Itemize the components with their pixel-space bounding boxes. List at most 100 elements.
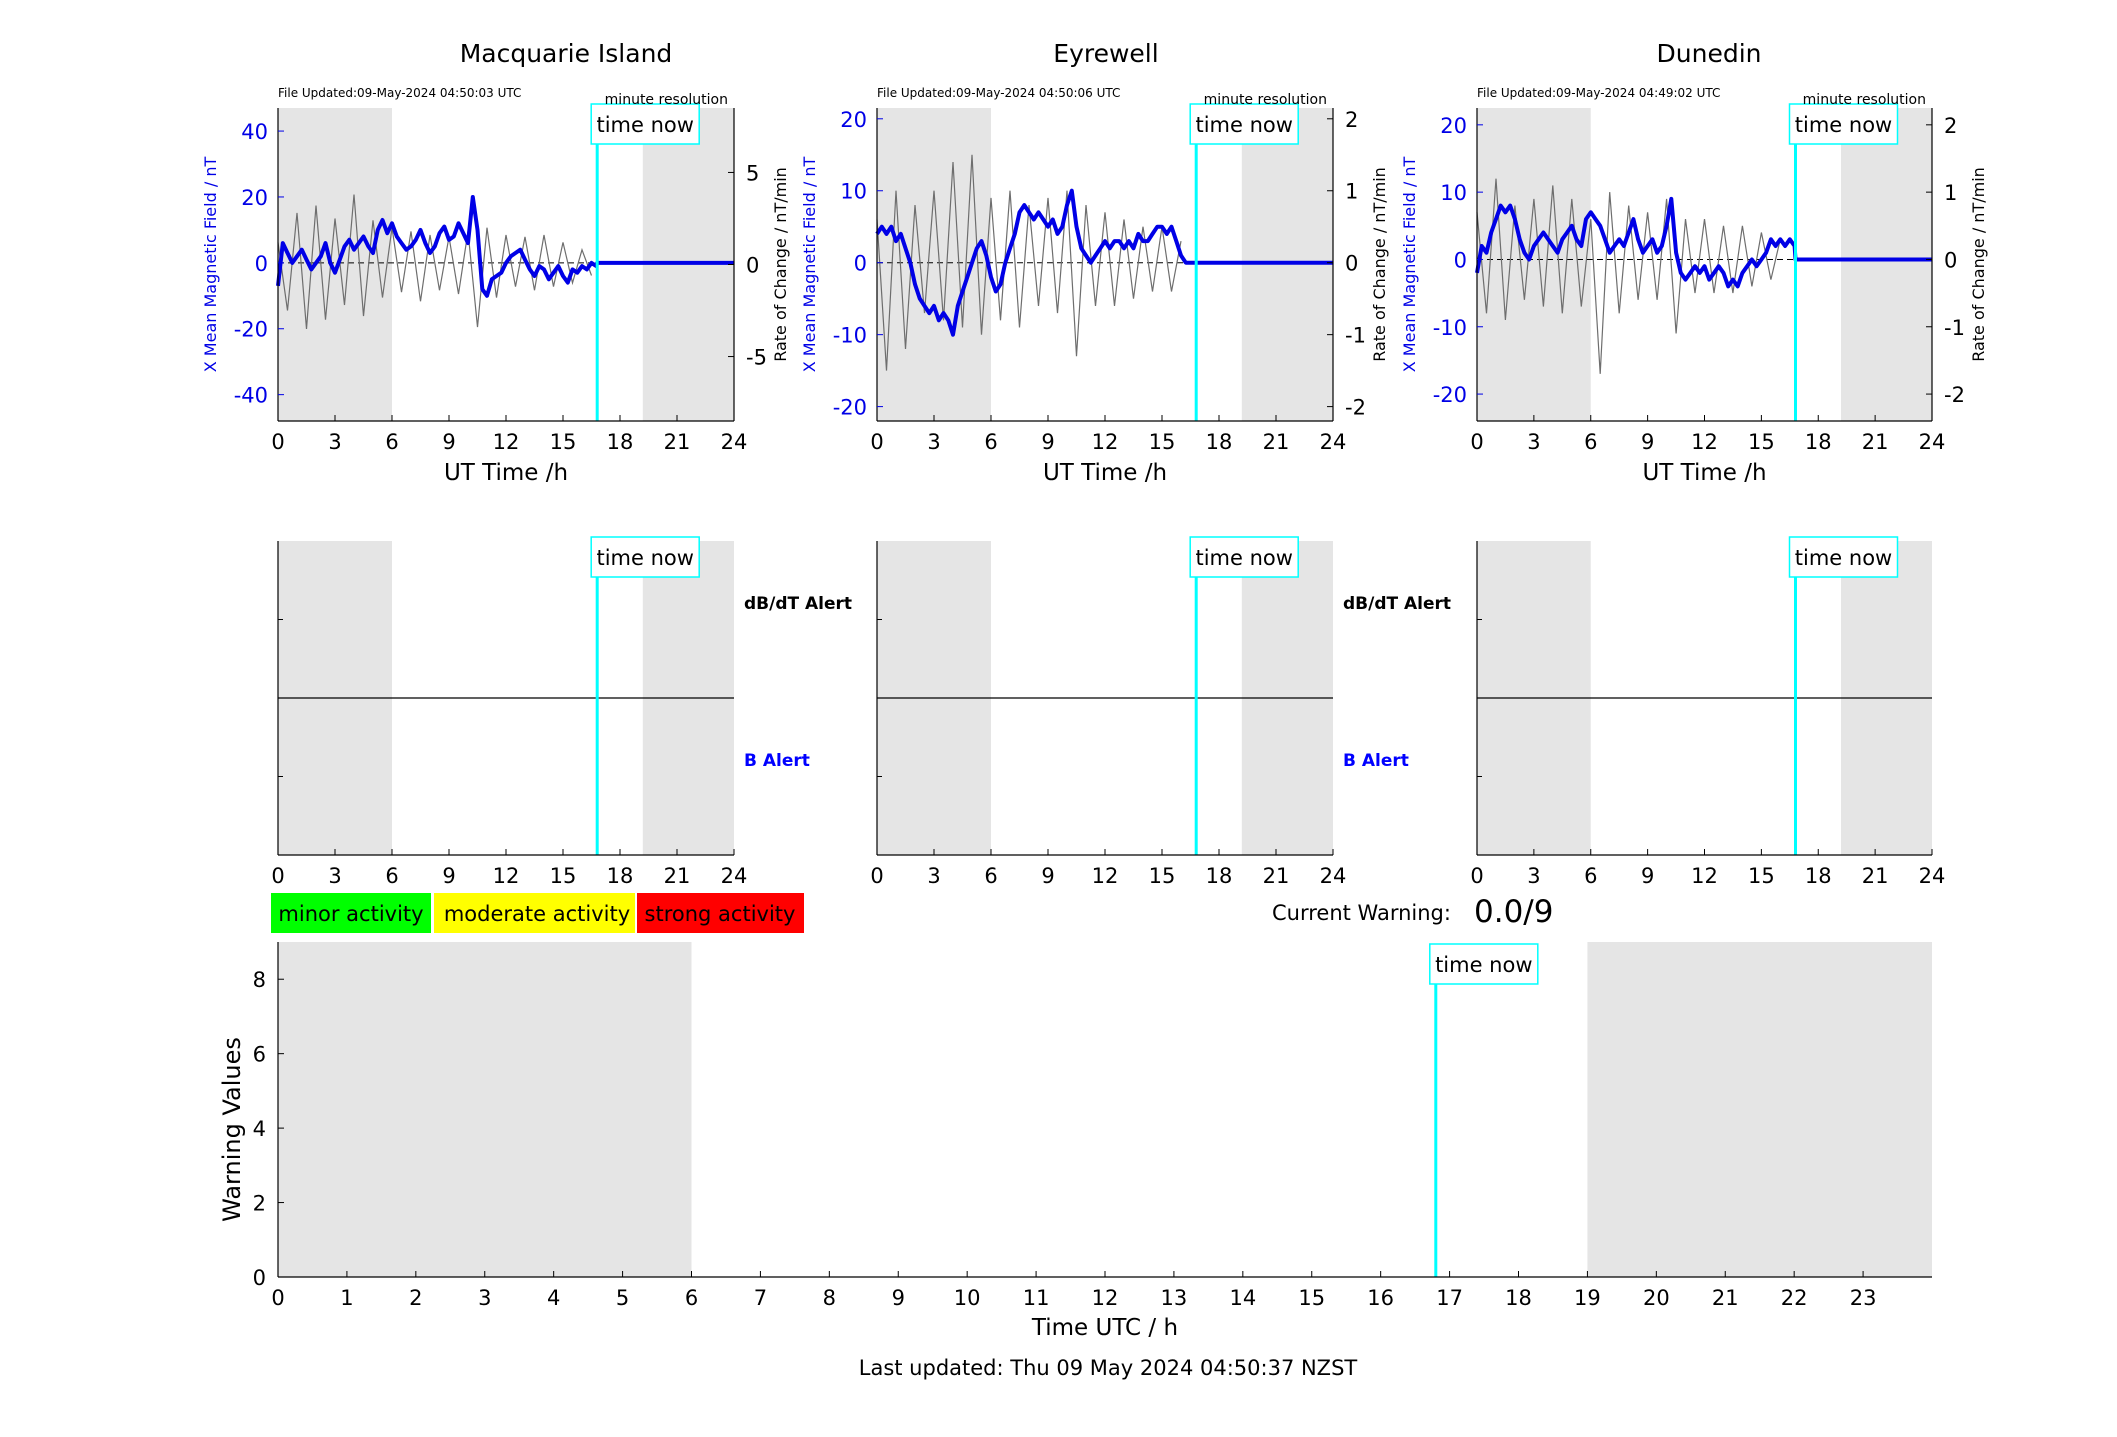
legend-minor-swatch xyxy=(271,893,431,933)
y2-tick-label: 5 xyxy=(746,161,759,185)
resolution-text: minute resolution xyxy=(605,92,728,108)
magnetic-field-series xyxy=(1475,196,1932,289)
b-alert-label: B Alert xyxy=(1343,751,1409,771)
y-tick-label: -10 xyxy=(833,324,867,348)
time-now-box xyxy=(1788,103,1899,145)
x-tick-label: 6 xyxy=(984,430,997,454)
x-tick-label: 20 xyxy=(1643,1286,1670,1310)
y2-axis-label: Rate of Change / nT/min xyxy=(1969,167,1988,362)
y-tick-label: 20 xyxy=(840,108,867,132)
time-now-label: time now xyxy=(1795,546,1892,570)
y2-axis-label: Rate of Change / nT/min xyxy=(771,167,790,362)
x-tick-label: 24 xyxy=(1919,430,1946,454)
x-tick-label: 2 xyxy=(409,1286,422,1310)
x-tick-label: 18 xyxy=(1206,864,1233,888)
x-tick-label: 15 xyxy=(1149,864,1176,888)
x-tick-label: 23 xyxy=(1850,1286,1877,1310)
y2-tick-label: 0 xyxy=(1944,248,1957,272)
x-tick-label: 0 xyxy=(870,430,883,454)
x-tick-label: 18 xyxy=(607,864,634,888)
x-tick-label: 18 xyxy=(1206,430,1233,454)
x-tick-label: 0 xyxy=(271,864,284,888)
x-tick-label: 12 xyxy=(493,864,520,888)
time-now-label: time now xyxy=(1795,113,1892,137)
y-tick-label: 6 xyxy=(253,1043,266,1067)
panel-alert-dunedin: time now 0 3 6 9 12 15 18 21 24 xyxy=(1470,536,1946,888)
y-tick-label: 4 xyxy=(253,1117,266,1141)
y2-tick-label: 1 xyxy=(1345,180,1358,204)
y2-tick-label: 0 xyxy=(1345,252,1358,276)
panel-alert-eyrewell: dB/dT Alert B Alert time now 0 3 6 9 12 15 18 21 24 xyxy=(870,536,1451,888)
time-now-label: time now xyxy=(1195,113,1292,137)
y2-tick-label: -2 xyxy=(1345,396,1366,420)
y-axis-label: X Mean Magnetic Field / nT xyxy=(800,157,819,373)
station-title-dunedin: Dunedin xyxy=(1657,39,1762,68)
x-tick-label: 18 xyxy=(1805,864,1832,888)
time-now-box xyxy=(590,536,700,578)
x-tick-label: 1 xyxy=(340,1286,353,1310)
x-tick-label: 21 xyxy=(1263,864,1290,888)
x-axis-label: Time UTC / h xyxy=(1031,1315,1178,1341)
y-axis-label: X Mean Magnetic Field / nT xyxy=(201,157,220,373)
x-tick-label: 9 xyxy=(1041,864,1054,888)
x-tick-label: 18 xyxy=(1505,1286,1532,1310)
x-tick-label: 18 xyxy=(607,430,634,454)
night-shading-band xyxy=(1477,108,1591,421)
x-tick-label: 12 xyxy=(1691,864,1718,888)
y-tick-label: 10 xyxy=(840,180,867,204)
x-tick-label: 9 xyxy=(1641,430,1654,454)
time-now-box xyxy=(1189,536,1299,578)
x-axis-label: UT Time /h xyxy=(1043,460,1167,486)
y2-tick-label: 1 xyxy=(1944,181,1957,205)
x-tick-label: 24 xyxy=(1919,864,1946,888)
legend-moderate-swatch xyxy=(434,893,635,933)
x-tick-label: 6 xyxy=(385,430,398,454)
x-axis-label: UT Time /h xyxy=(444,460,568,486)
time-now-label: time now xyxy=(596,113,693,137)
magnetic-field-series xyxy=(276,195,734,298)
b-alert-label: B Alert xyxy=(744,751,810,771)
x-tick-label: 15 xyxy=(1748,864,1775,888)
resolution-text: minute resolution xyxy=(1204,92,1327,108)
y2-tick-label: -5 xyxy=(746,346,767,370)
x-tick-label: 5 xyxy=(616,1286,629,1310)
x-tick-label: 12 xyxy=(1092,1286,1119,1310)
x-tick-label: 12 xyxy=(1092,430,1119,454)
x-tick-label: 15 xyxy=(550,430,577,454)
y-tick-label: 8 xyxy=(253,968,266,992)
night-shading-band xyxy=(1841,108,1932,421)
x-tick-label: 21 xyxy=(1263,430,1290,454)
y2-tick-label: 2 xyxy=(1944,114,1957,138)
y-axis-label: X Mean Magnetic Field / nT xyxy=(1400,157,1419,373)
y-tick-label: 20 xyxy=(241,186,268,210)
x-tick-label: 12 xyxy=(1092,864,1119,888)
file-updated-text: File Updated:09-May-2024 04:49:02 UTC xyxy=(1477,86,1720,100)
file-updated-text: File Updated:09-May-2024 04:50:06 UTC xyxy=(877,86,1120,100)
y-tick-label: 10 xyxy=(1440,181,1467,205)
time-now-label: time now xyxy=(596,546,693,570)
x-tick-label: 3 xyxy=(927,430,940,454)
rate-of-change-series xyxy=(876,154,1182,371)
station-title-eyrewell: Eyrewell xyxy=(1053,39,1158,68)
x-tick-label: 7 xyxy=(754,1286,767,1310)
x-axis-label: UT Time /h xyxy=(1642,460,1766,486)
x-tick-label: 14 xyxy=(1229,1286,1256,1310)
time-now-box xyxy=(590,103,700,145)
y-axis-label: Warning Values xyxy=(218,1037,246,1222)
x-tick-label: 9 xyxy=(892,1286,905,1310)
x-tick-label: 3 xyxy=(1527,430,1540,454)
y-tick-label: 0 xyxy=(255,252,268,276)
y-tick-label: 0 xyxy=(1454,248,1467,272)
y2-tick-label: -1 xyxy=(1944,316,1965,340)
x-tick-label: 3 xyxy=(328,864,341,888)
legend-strong-swatch xyxy=(637,893,804,933)
time-now-label: time now xyxy=(1195,546,1292,570)
x-tick-label: 24 xyxy=(721,430,748,454)
y-tick-label: 0 xyxy=(253,1266,266,1290)
file-updated-text: File Updated:09-May-2024 04:50:03 UTC xyxy=(278,86,521,100)
x-tick-label: 15 xyxy=(1298,1286,1325,1310)
x-tick-label: 0 xyxy=(271,1286,284,1310)
x-tick-label: 24 xyxy=(721,864,748,888)
